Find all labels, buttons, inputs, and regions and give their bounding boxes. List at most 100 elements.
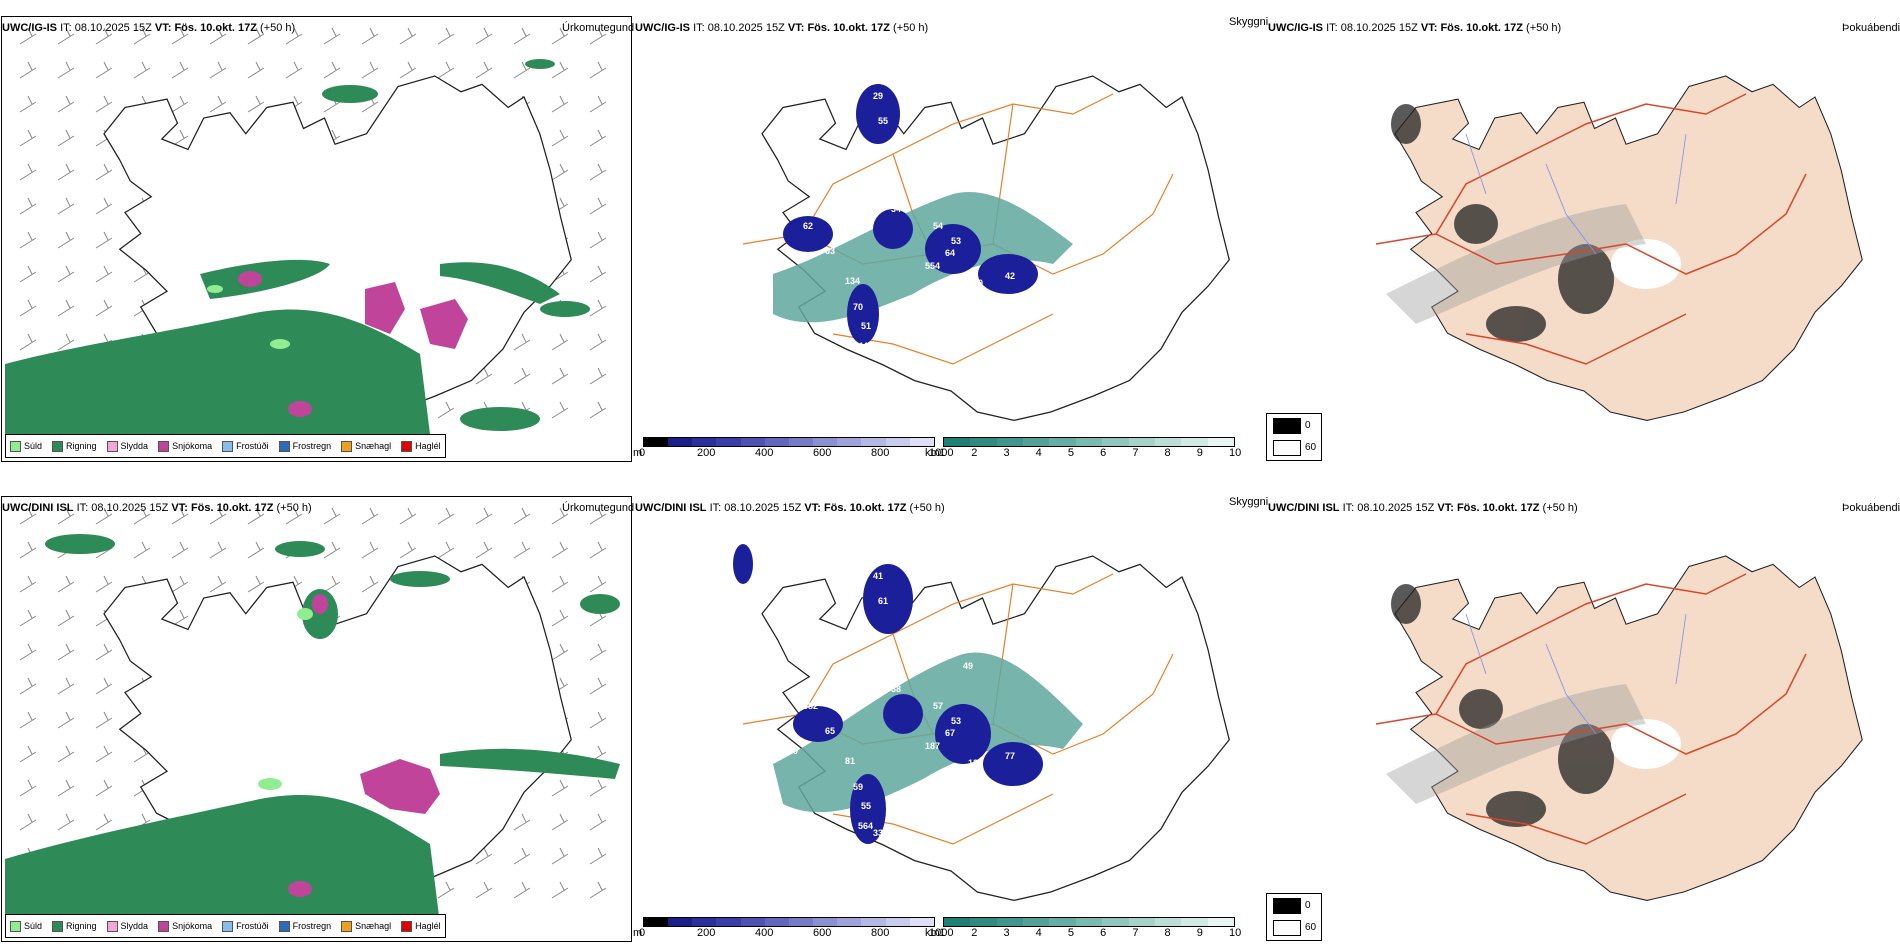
- wind-barb: [57, 299, 75, 317]
- legend-swatch: [222, 440, 234, 452]
- colorbar-cell: [1128, 438, 1155, 446]
- wind-barb: [19, 813, 37, 831]
- wind-barb: [209, 27, 227, 45]
- wind-barb: [57, 197, 75, 215]
- wind-barb: [361, 507, 379, 525]
- wind-barb: [589, 333, 607, 351]
- colorbar-cell: [644, 438, 669, 446]
- wind-barb: [19, 575, 37, 593]
- wind-barb: [551, 541, 569, 559]
- visibility-unit: km: [925, 927, 940, 939]
- cloud-base-label: 58: [963, 181, 973, 191]
- low-visibility-areas: [773, 192, 1073, 323]
- wind-barb: [475, 847, 493, 865]
- cloud-base-label: 55: [878, 116, 888, 126]
- wind-barb: [437, 27, 455, 45]
- cloud-base-label: 332: [873, 828, 888, 838]
- cloud-base-label: 61: [878, 596, 888, 606]
- colorbar-tick: 7: [1132, 927, 1139, 939]
- cloud-base-label: 95: [891, 556, 901, 566]
- cloud-base-label: 55: [861, 801, 871, 811]
- colorbar-tick: 2: [971, 447, 978, 459]
- wind-barb: [285, 27, 303, 45]
- wind-barb: [589, 95, 607, 113]
- panel-title: UWC/DINI ISL IT: 08.10.2025 15Z VT: Fös.…: [2, 502, 312, 514]
- wind-barb: [475, 27, 493, 45]
- fog-title: Þokuábendi: [1842, 502, 1900, 514]
- wind-barb: [57, 677, 75, 695]
- colorbar-tick: 200: [697, 447, 716, 459]
- colorbar-cell: [1102, 438, 1129, 446]
- precip-legend: Súld Rigning Slydda Snjókoma Frostúði Frostre…: [5, 914, 446, 938]
- wind-barb: [95, 643, 113, 661]
- cloud-base-label: 53: [951, 716, 961, 726]
- colorbar-cell: [644, 918, 669, 926]
- wind-barb: [19, 231, 37, 249]
- wind-barb: [247, 507, 265, 525]
- colorbar-cell: [885, 918, 910, 926]
- wind-barb: [19, 129, 37, 147]
- panel-title: UWC/IG-IS IT: 08.10.2025 15Z VT: Fös. 10…: [1268, 22, 1562, 34]
- wind-barb: [57, 95, 75, 113]
- wind-barb: [551, 609, 569, 627]
- colorbar-cell: [764, 918, 789, 926]
- wind-barb: [361, 575, 379, 593]
- legend-item-snæhagl: Snæhagl: [341, 440, 391, 452]
- colorbar-cell: [837, 918, 862, 926]
- wind-barb: [95, 95, 113, 113]
- cloud-base-label: 77: [1005, 751, 1015, 761]
- wind-barb: [247, 95, 265, 113]
- cloud-base-label: 554: [925, 261, 940, 271]
- colorbar-tick: 4: [1035, 447, 1042, 459]
- wind-barb: [551, 333, 569, 351]
- wind-barb: [437, 881, 455, 899]
- wind-barb: [57, 265, 75, 283]
- cloud-base-label: 63: [825, 246, 835, 256]
- low-visibility-areas: [773, 652, 1083, 813]
- legend-label: Slydda: [120, 441, 149, 451]
- legend-swatch: [158, 920, 170, 932]
- road-network: [1375, 573, 1807, 845]
- wind-barb: [19, 643, 37, 661]
- wind-barb: [19, 61, 37, 79]
- wind-barb: [551, 507, 569, 525]
- wind-barb: [513, 541, 531, 559]
- fog-panel-top: UWC/IG-IS IT: 08.10.2025 15Z VT: Fös. 10…: [1266, 0, 1900, 470]
- colorbar-tick: 3: [1003, 927, 1010, 939]
- wind-barb: [589, 265, 607, 283]
- wind-barb: [399, 27, 417, 45]
- wind-barb: [589, 677, 607, 695]
- wind-barb: [171, 61, 189, 79]
- wind-barb: [589, 847, 607, 865]
- colorbar-tick: 3: [1003, 447, 1010, 459]
- colorbar-tick: 5: [1067, 447, 1074, 459]
- panel-title: UWC/DINI ISL IT: 08.10.2025 15Z VT: Fös.…: [635, 502, 945, 514]
- legend-swatch: [10, 440, 21, 452]
- wind-barb: [399, 507, 417, 525]
- legend-label: Snæhagl: [355, 921, 392, 931]
- ceiling-unit: m: [633, 447, 643, 459]
- panel-title: UWC/DINI ISL IT: 08.10.2025 15Z VT: Fös.…: [1268, 502, 1578, 514]
- wind-barb: [19, 197, 37, 215]
- wind-barb: [209, 541, 227, 559]
- wind-barb: [475, 507, 493, 525]
- colorbar-cell: [996, 438, 1024, 446]
- wind-barb: [95, 231, 113, 249]
- colorbar-cell: [1075, 918, 1103, 926]
- legend-item-haglél: Haglél: [401, 440, 441, 452]
- wind-barb: [57, 61, 75, 79]
- colorbar-tick: 600: [813, 447, 832, 459]
- legend-item-súld: Súld: [10, 920, 42, 932]
- colorbar-cell: [692, 918, 717, 926]
- wind-barb: [133, 541, 151, 559]
- wind-barb: [57, 779, 75, 797]
- wind-barb: [19, 299, 37, 317]
- colorbar-tick: 7: [1132, 447, 1139, 459]
- wind-barb: [551, 881, 569, 899]
- colorbar-cell: [813, 438, 838, 446]
- wind-barb: [323, 507, 341, 525]
- legend-swatch: [278, 920, 290, 932]
- cloud-base-label: 38: [891, 684, 901, 694]
- wind-barb: [589, 813, 607, 831]
- wind-barb: [19, 541, 37, 559]
